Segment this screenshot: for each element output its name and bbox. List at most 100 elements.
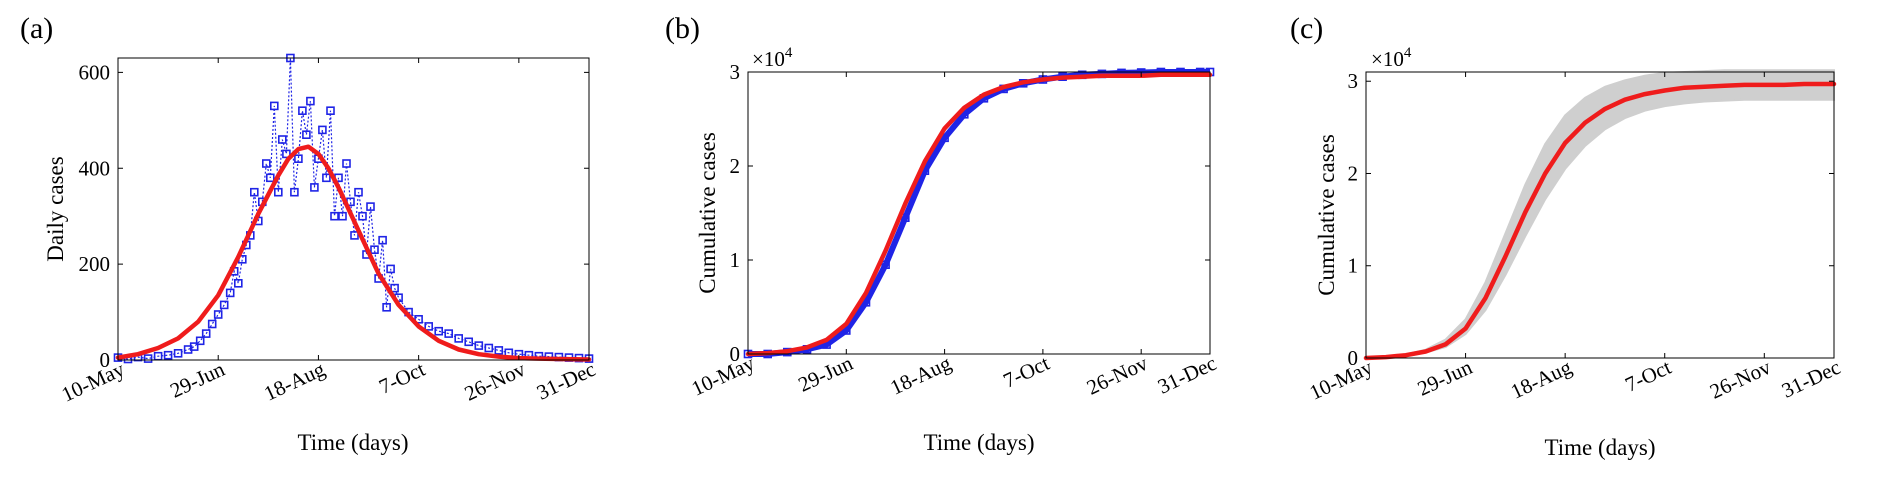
panel-a-observed-point	[358, 211, 367, 221]
panel-a-y-ticks: 0 200 400 600	[79, 60, 589, 372]
panel-b-observed-line	[748, 69, 1210, 357]
panel-a-observed-point	[302, 130, 311, 139]
panel-b-x-tick-label: 18-Aug	[886, 351, 955, 400]
panel-a-y-tick-label: 600	[79, 60, 111, 84]
panel-a-observed-point	[350, 231, 359, 240]
panel-b-x-tick-label: 26-Nov	[1083, 351, 1152, 400]
panel-a-observed-point	[454, 334, 464, 343]
panel-a-y-tick-label: 400	[79, 156, 111, 180]
panel-a-observed-point	[189, 342, 199, 351]
panel-a-observed-point	[143, 354, 153, 363]
panel-c-axes-box	[1365, 71, 1835, 359]
panel-a-observed-point	[261, 159, 271, 168]
panel-c-x-tick-label: 10-May	[1306, 355, 1377, 405]
panel-a-observed-point	[354, 187, 363, 197]
panel-a-observed-point	[250, 187, 259, 197]
panel-b-observed-point	[881, 260, 890, 270]
panel-c-y-axis-label: Cumulative cases	[1314, 134, 1339, 296]
panel-c-y-multiplier: ×104	[1371, 45, 1412, 71]
panel-a-observed-point	[484, 343, 494, 353]
panel-c-x-tick-label: 26-Nov	[1706, 355, 1775, 404]
panel-c-y-tick-label: 3	[1348, 69, 1359, 93]
panel-c-x-tick-label: 7-Oct	[1621, 355, 1675, 397]
panel-a-x-axis-label: Time (days)	[298, 430, 409, 455]
panel-a-x-tick-label: 7-Oct	[375, 357, 429, 399]
panel-b-y-ticks: 0 1 2 3	[730, 60, 1210, 366]
panel-c-x-tick-label: 29-Jun	[1414, 355, 1476, 401]
panel-a-observed-point	[207, 319, 217, 329]
panel-c-fitted-curve	[1363, 81, 1837, 361]
panel-a-observed-point	[318, 125, 327, 135]
panel-a-observed-point	[282, 149, 291, 159]
panel-c-y-tick-label: 1	[1348, 254, 1359, 278]
panel-a-marks	[113, 53, 594, 364]
panel-a-x-tick-label: 10-May	[58, 357, 129, 407]
panel-a-fitted-curve	[115, 144, 592, 362]
panel-a-observed-point	[195, 336, 205, 346]
panel-b-axes-box	[747, 71, 1211, 355]
panel-c: (c) ×104 0 1 2 3 10-May 29-Jun 18-Aug 7-Oct 26-…	[1290, 12, 1844, 460]
panel-a-y-tick-label: 200	[79, 252, 111, 276]
panel-b-y-tick-label: 1	[730, 248, 741, 272]
panel-a-observed-point	[201, 329, 211, 338]
panel-a-observed-point	[494, 346, 504, 355]
panel-c-x-axis-label: Time (days)	[1545, 435, 1656, 460]
panel-b-observed-point	[841, 326, 851, 335]
panel-a-observed-point	[290, 187, 299, 197]
panel-b-y-tick-label: 0	[730, 342, 741, 366]
panel-a-observed-point	[265, 173, 275, 183]
panel-a-observed-point	[322, 173, 331, 183]
panel-a-x-tick-label: 26-Nov	[461, 357, 530, 406]
panel-a-x-tick-label: 18-Aug	[260, 357, 329, 406]
panel-b: (b) ×104 0 1 2 3 10-May 29-Jun 18-Aug 7-Oct 26-…	[665, 12, 1220, 455]
panel-b-x-tick-label: 31-Dec	[1154, 351, 1220, 399]
panel-c-x-tick-label: 31-Dec	[1778, 355, 1844, 403]
panel-a-x-tick-label: 31-Dec	[533, 357, 599, 405]
panel-a-observed-point	[382, 302, 391, 312]
panel-a-observed-point	[298, 106, 307, 115]
panel-a-observed-point	[269, 101, 279, 111]
panel-b-x-tick-label: 7-Oct	[1000, 351, 1054, 393]
panel-a-observed-point	[310, 183, 319, 192]
panel-a-observed-point	[277, 135, 287, 144]
panel-a-observed-point	[378, 235, 387, 245]
panel-b-x-tick-label: 10-May	[688, 351, 759, 401]
panel-a-observed-point	[234, 278, 243, 288]
panel-a-y-axis-label: Daily cases	[43, 156, 68, 261]
panel-a-observed-point	[464, 337, 474, 347]
panel-label-c: (c)	[1290, 12, 1323, 45]
panel-c-y-tick-label: 2	[1348, 161, 1359, 185]
panel-a-axes-box	[117, 57, 590, 361]
panel-b-x-axis-label: Time (days)	[924, 430, 1035, 455]
panel-a-observed-point	[294, 154, 303, 163]
panel-a-observed-point	[434, 326, 444, 336]
panel-a-observed-point	[366, 202, 375, 211]
panel-a-observed-point	[390, 283, 399, 293]
panel-a-observed-line	[117, 57, 590, 360]
panel-c-y-tick-label: 0	[1348, 346, 1359, 370]
panel-label-a: (a)	[20, 12, 53, 45]
panel-a-observed-point	[370, 245, 379, 254]
panel-a-observed-point	[306, 96, 315, 106]
panel-a-observed-point	[330, 211, 339, 221]
panel-b-fitted-curve	[745, 72, 1213, 357]
panel-a-observed-point	[225, 288, 235, 298]
panel-b-y-multiplier: ×104	[752, 45, 793, 71]
panel-b-y-tick-label: 3	[730, 60, 741, 84]
panel-c-y-ticks: 0 1 2 3	[1348, 69, 1834, 370]
panel-a-observed-point	[326, 106, 335, 115]
panel-b-marks	[743, 67, 1215, 359]
panel-a-observed-point	[342, 159, 351, 168]
panel-a-observed-point	[424, 322, 434, 331]
panel-a-observed-point	[273, 187, 283, 197]
panel-a: (a) 0 200 400 600 10-May 29-Jun 18-Aug 7-Oct 26…	[20, 12, 599, 455]
panel-label-b: (b)	[665, 12, 700, 45]
panel-b-x-tick-label: 29-Jun	[794, 351, 856, 397]
panel-c-marks	[1363, 69, 1837, 361]
panel-a-x-tick-label: 29-Jun	[166, 357, 228, 403]
panel-c-x-tick-label: 18-Aug	[1507, 355, 1576, 404]
panel-b-y-axis-label: Cumulative cases	[695, 132, 720, 294]
panel-a-observed-point	[338, 211, 347, 221]
panel-a-y-tick-label: 0	[100, 348, 111, 372]
